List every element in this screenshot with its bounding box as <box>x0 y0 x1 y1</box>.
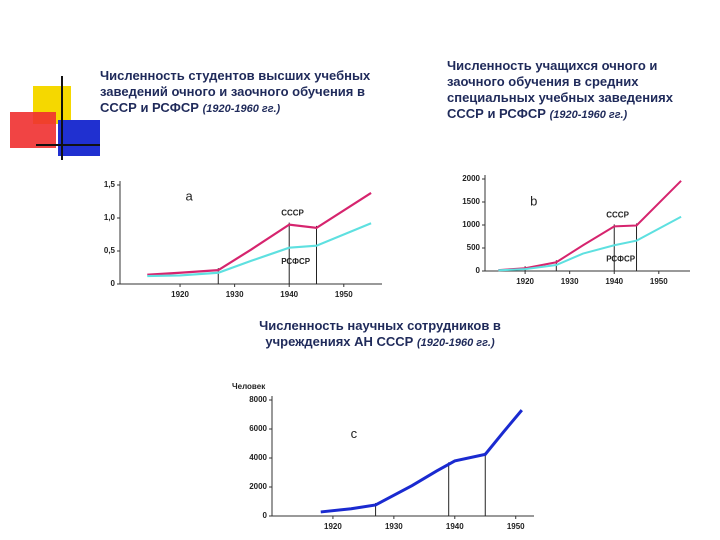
chart-subtitle: (1920-1960 гг.) <box>416 337 495 349</box>
y-tick-label: 6000 <box>249 424 267 433</box>
title-block: Численность учащихся очного и заочного о… <box>447 58 709 123</box>
y-axis-label: Человек <box>232 382 266 391</box>
y-tick-label: 1,5 <box>104 180 116 189</box>
title-block: Численность студентов высших учебных зав… <box>100 68 400 117</box>
x-tick-label: 1920 <box>516 277 534 286</box>
panel-label: с <box>351 426 358 441</box>
y-tick-label: 0 <box>111 279 116 288</box>
deco <box>58 120 100 156</box>
y-tick-label: 500 <box>467 243 481 252</box>
series-line <box>320 409 523 514</box>
deco <box>10 112 56 148</box>
x-tick-label: 1950 <box>335 290 353 299</box>
chart-subtitle: (1920-1960 гг.) <box>549 109 628 121</box>
x-tick-label: 1920 <box>324 522 342 531</box>
x-tick-label: 1940 <box>605 277 623 286</box>
series-label: СССР <box>281 209 304 218</box>
y-tick-label: 8000 <box>249 395 267 404</box>
series-line <box>498 180 682 272</box>
title-block: Численность научных сотрудников в учрежд… <box>235 318 525 351</box>
x-tick-label: 1920 <box>171 290 189 299</box>
series-label: СССР <box>606 210 629 219</box>
chart-subtitle: (1920-1960 гг.) <box>202 103 281 115</box>
x-tick-label: 1940 <box>446 522 464 531</box>
x-tick-label: 1950 <box>507 522 525 531</box>
x-tick-label: 1930 <box>226 290 244 299</box>
series-label: РСФСР <box>606 254 636 263</box>
series-line <box>498 215 682 272</box>
panel-label: а <box>186 188 194 203</box>
chart-title: Численность учащихся очного и заочного о… <box>447 58 673 121</box>
series-label: РСФСР <box>281 257 311 266</box>
x-tick-label: 1930 <box>561 277 579 286</box>
y-tick-label: 1500 <box>462 197 480 206</box>
panel-label: b <box>530 193 537 208</box>
y-tick-label: 0 <box>263 511 268 520</box>
y-tick-label: 1,0 <box>104 213 116 222</box>
y-tick-label: 0,5 <box>104 246 116 255</box>
y-tick-label: 2000 <box>462 174 480 183</box>
x-tick-label: 1940 <box>280 290 298 299</box>
chart-title: Численность студентов высших учебных зав… <box>100 68 371 115</box>
series-line <box>147 191 372 276</box>
x-tick-label: 1950 <box>650 277 668 286</box>
y-tick-label: 1000 <box>462 220 480 229</box>
y-tick-label: 2000 <box>249 482 267 491</box>
x-tick-label: 1930 <box>385 522 403 531</box>
y-tick-label: 0 <box>476 266 481 275</box>
y-tick-label: 4000 <box>249 453 267 462</box>
chart-title: Численность научных сотрудников в учрежд… <box>259 318 501 349</box>
series-line <box>147 222 372 278</box>
